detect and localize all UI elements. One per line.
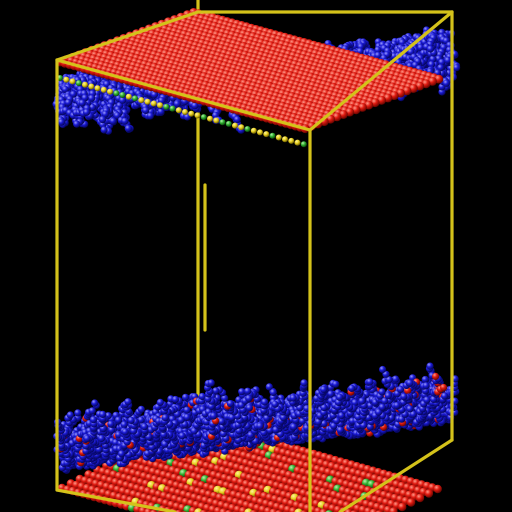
top-plate	[56, 8, 444, 147]
